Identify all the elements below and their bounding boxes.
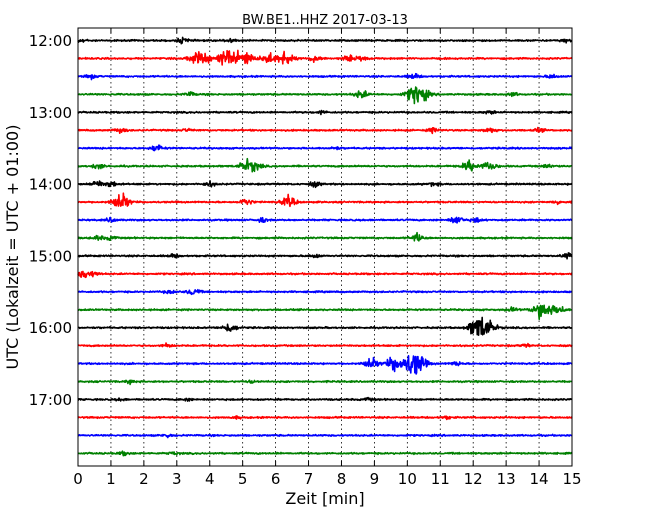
trace-1200 — [77, 36, 573, 45]
trace-1600 — [77, 316, 573, 336]
y-tick-label: 17:00 — [29, 391, 72, 409]
trace-1730 — [77, 433, 573, 439]
trace-1245 — [77, 86, 573, 105]
x-tick-label: 11 — [431, 470, 450, 488]
x-tick-label: 12 — [464, 470, 483, 488]
grid-lines — [110, 28, 540, 466]
trace-1400 — [77, 180, 573, 189]
trace-1415 — [77, 192, 573, 208]
y-tick-label: 15:00 — [29, 247, 72, 265]
y-axis-ticks: 12:00 13:00 14:00 15:00 16:00 17:00 — [29, 32, 572, 409]
seismic-traces — [77, 36, 573, 457]
trace-1500 — [77, 252, 573, 260]
y-tick-label: 14:00 — [29, 176, 72, 194]
trace-1745 — [77, 450, 573, 457]
trace-1545 — [77, 304, 573, 321]
trace-1215 — [77, 49, 573, 66]
x-tick-label: 1 — [106, 470, 116, 488]
x-tick-label: 14 — [530, 470, 549, 488]
trace-1445 — [77, 231, 573, 242]
x-tick-label: 0 — [73, 470, 83, 488]
x-axis-ticks: 0 1 2 3 4 5 6 7 8 9 10 11 12 13 14 15 — [73, 28, 582, 488]
x-tick-label: 4 — [205, 470, 215, 488]
chart-title: BW.BE1..HHZ 2017-03-13 — [242, 13, 408, 28]
x-tick-label: 6 — [271, 470, 281, 488]
y-tick-label: 16:00 — [29, 319, 72, 337]
trace-1645 — [77, 379, 573, 386]
trace-1715 — [77, 415, 573, 421]
trace-1530 — [77, 288, 573, 296]
trace-1315 — [77, 126, 573, 135]
trace-1300 — [77, 109, 573, 116]
x-tick-label: 2 — [139, 470, 149, 488]
x-tick-label: 9 — [370, 470, 380, 488]
plot-frame — [77, 27, 573, 467]
trace-1700 — [77, 396, 573, 402]
x-tick-label: 13 — [497, 470, 516, 488]
x-tick-label: 3 — [172, 470, 182, 488]
x-tick-label: 7 — [304, 470, 314, 488]
trace-1615 — [77, 342, 573, 349]
y-tick-label: 13:00 — [29, 104, 72, 122]
x-tick-label: 10 — [398, 470, 417, 488]
trace-1430 — [77, 216, 573, 224]
trace-1330 — [77, 144, 573, 152]
trace-1345 — [77, 157, 573, 173]
trace-1230 — [77, 72, 573, 81]
x-axis-label: Zeit [min] — [285, 489, 364, 508]
x-tick-label: 15 — [562, 470, 581, 488]
y-tick-label: 12:00 — [29, 32, 72, 50]
y-axis-label: UTC (Lokalzeit = UTC + 01:00) — [3, 125, 22, 370]
x-tick-label: 5 — [238, 470, 248, 488]
x-tick-label: 8 — [337, 470, 347, 488]
trace-1515 — [77, 270, 573, 279]
trace-1630 — [77, 354, 573, 375]
